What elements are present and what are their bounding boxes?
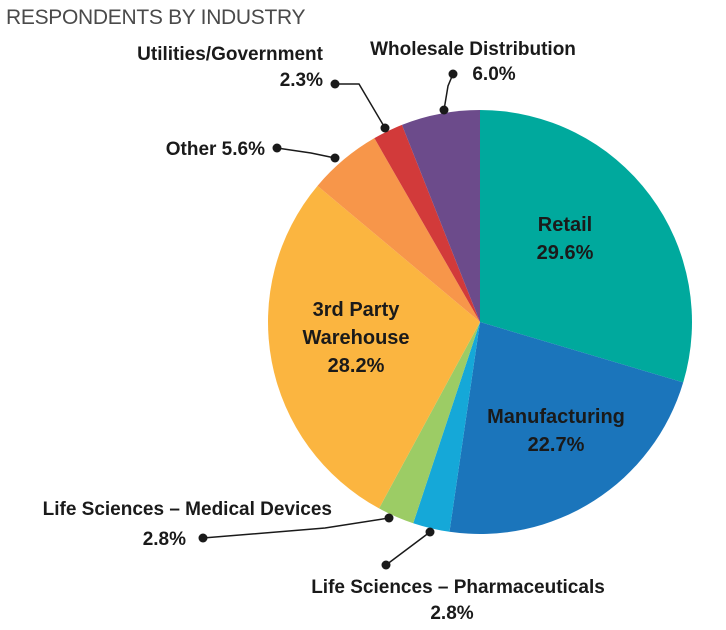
pie-slice-utilities-government: [374, 124, 480, 322]
leader-utilities-dot: [330, 79, 340, 89]
pie-slice-3rd-party-warehouse: [268, 185, 480, 509]
pie-slice-manufacturing: [449, 322, 684, 534]
leader-medical-end-dot: [384, 513, 394, 523]
leader-lines: [198, 69, 458, 570]
leader-utilities: [335, 83, 386, 129]
pie-slice-retail: [480, 110, 692, 383]
label-utilities-name: Utilities/Government: [137, 44, 323, 65]
label-wholesale-name: Wholesale Distribution: [370, 39, 576, 60]
label-warehouse-value: 28.2%: [328, 355, 385, 377]
label-retail-name: Retail: [538, 214, 592, 236]
pie-slices: [268, 110, 692, 534]
leader-pharma: [385, 531, 431, 566]
label-utilities-value: 2.3%: [280, 70, 323, 91]
label-warehouse-line1: 3rd Party: [313, 299, 401, 321]
label-pharma-name: Life Sciences – Pharmaceuticals: [311, 577, 605, 598]
label-manufacturing-value: 22.7%: [528, 434, 585, 456]
pie-slice-life-sciences-medical-devices: [379, 322, 480, 524]
label-manufacturing-name: Manufacturing: [487, 406, 625, 428]
pie-slice-other: [317, 138, 480, 322]
leader-medical-dot: [198, 533, 208, 543]
leader-wholesale: [443, 73, 454, 111]
label-warehouse-line2: Warehouse: [302, 327, 409, 349]
leader-other-end-dot: [330, 153, 340, 163]
label-wholesale-value: 6.0%: [472, 64, 515, 85]
label-medical-name: Life Sciences – Medical Devices: [43, 499, 332, 520]
leader-wholesale-end-dot: [439, 105, 449, 115]
leader-utilities-end-dot: [380, 123, 390, 133]
leader-other-dot: [272, 143, 282, 153]
label-pharma-value: 2.8%: [430, 603, 473, 624]
pie-slice-life-sciences-pharmaceuticals: [413, 322, 480, 532]
leader-pharma-dot: [381, 560, 391, 570]
label-other: Other 5.6%: [166, 139, 265, 160]
leader-other: [276, 147, 336, 159]
label-retail-value: 29.6%: [537, 242, 594, 264]
leader-wholesale-dot: [448, 69, 458, 79]
leader-medical: [202, 517, 390, 539]
label-medical-value: 2.8%: [143, 529, 186, 550]
pie-slice-wholesale-distribution: [401, 110, 480, 322]
leader-pharma-end-dot: [425, 527, 435, 537]
chart-title: RESPONDENTS BY INDUSTRY: [6, 6, 306, 29]
